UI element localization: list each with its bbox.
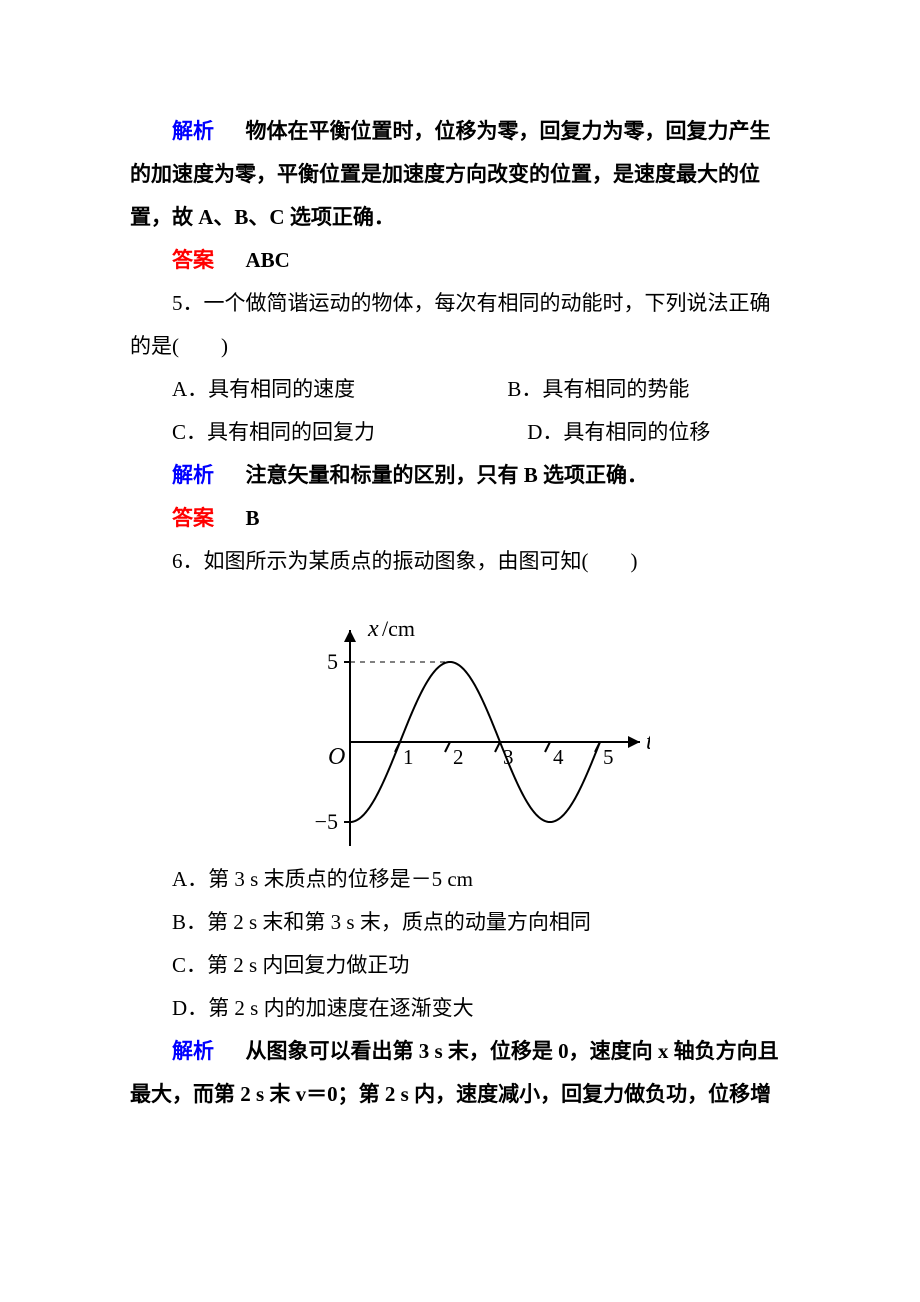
q6-stem: 6．如图所示为某质点的振动图象，由图可知( ): [130, 540, 800, 583]
analysis-text: 从图象可以看出第 3 s 末，位移是 0，速度向 x 轴负方向且: [246, 1039, 779, 1063]
svg-text:/cm: /cm: [382, 616, 415, 641]
q5-answer: 答案 B: [130, 497, 800, 540]
svg-text:5: 5: [327, 649, 338, 674]
analysis-label: 解析: [172, 463, 214, 487]
q5-optD: D．具有相同的位移: [485, 411, 710, 454]
analysis-text: 注意矢量和标量的区别，只有 B 选项正确．: [246, 463, 649, 487]
q5-stem-line1: 5．一个做简谐运动的物体，每次有相同的动能时，下列说法正确: [130, 282, 800, 325]
q4-answer: 答案 ABC: [130, 239, 800, 282]
q6-optA: A．第 3 s 末质点的位移是－5 cm: [130, 858, 800, 901]
q5-analysis: 解析 注意矢量和标量的区别，只有 B 选项正确．: [130, 454, 800, 497]
q6-analysis-line2: 最大，而第 2 s 末 v＝0；第 2 s 内，速度减小，回复力做负功，位移增: [130, 1073, 800, 1116]
q4-analysis-line3: 置，故 A、B、C 选项正确．: [130, 196, 800, 239]
q6-analysis-line1: 解析 从图象可以看出第 3 s 末，位移是 0，速度向 x 轴负方向且: [130, 1030, 800, 1073]
q6-figure: 5−512345Ox/cmt/s: [130, 592, 800, 852]
q6-optD: D．第 2 s 内的加速度在逐渐变大: [130, 987, 800, 1030]
svg-text:2: 2: [453, 745, 464, 769]
svg-text:4: 4: [553, 745, 564, 769]
q6-optC: C．第 2 s 内回复力做正功: [130, 944, 800, 987]
answer-text: B: [246, 506, 260, 530]
analysis-label: 解析: [172, 119, 214, 143]
q4-analysis-line1: 解析 物体在平衡位置时，位移为零，回复力为零，回复力产生: [130, 110, 800, 153]
q5-optB: B．具有相同的势能: [465, 368, 689, 411]
svg-text:5: 5: [603, 745, 614, 769]
q4-analysis-line2: 的加速度为零，平衡位置是加速度方向改变的位置，是速度最大的位: [130, 153, 800, 196]
analysis-text: 物体在平衡位置时，位移为零，回复力为零，回复力产生: [246, 119, 771, 143]
vibration-graph: 5−512345Ox/cmt/s: [280, 592, 650, 852]
answer-label: 答案: [172, 506, 214, 530]
svg-text:x: x: [367, 616, 379, 642]
svg-text:1: 1: [403, 745, 414, 769]
q5-optC: C．具有相同的回复力: [172, 420, 375, 444]
svg-text:O: O: [328, 744, 345, 770]
q5-optA: A．具有相同的速度: [172, 377, 355, 401]
svg-text:t: t: [646, 729, 650, 755]
svg-text:3: 3: [503, 745, 514, 769]
answer-text: ABC: [246, 248, 290, 272]
svg-text:−5: −5: [315, 809, 338, 834]
analysis-label: 解析: [172, 1039, 214, 1063]
q5-stem-line2: 的是( ): [130, 325, 800, 368]
page: 解析 物体在平衡位置时，位移为零，回复力为零，回复力产生 的加速度为零，平衡位置…: [0, 0, 920, 1302]
q6-optB: B．第 2 s 末和第 3 s 末，质点的动量方向相同: [130, 901, 800, 944]
q5-options-row1: A．具有相同的速度 B．具有相同的势能: [130, 368, 800, 411]
q5-options-row2: C．具有相同的回复力 D．具有相同的位移: [130, 411, 800, 454]
answer-label: 答案: [172, 248, 214, 272]
